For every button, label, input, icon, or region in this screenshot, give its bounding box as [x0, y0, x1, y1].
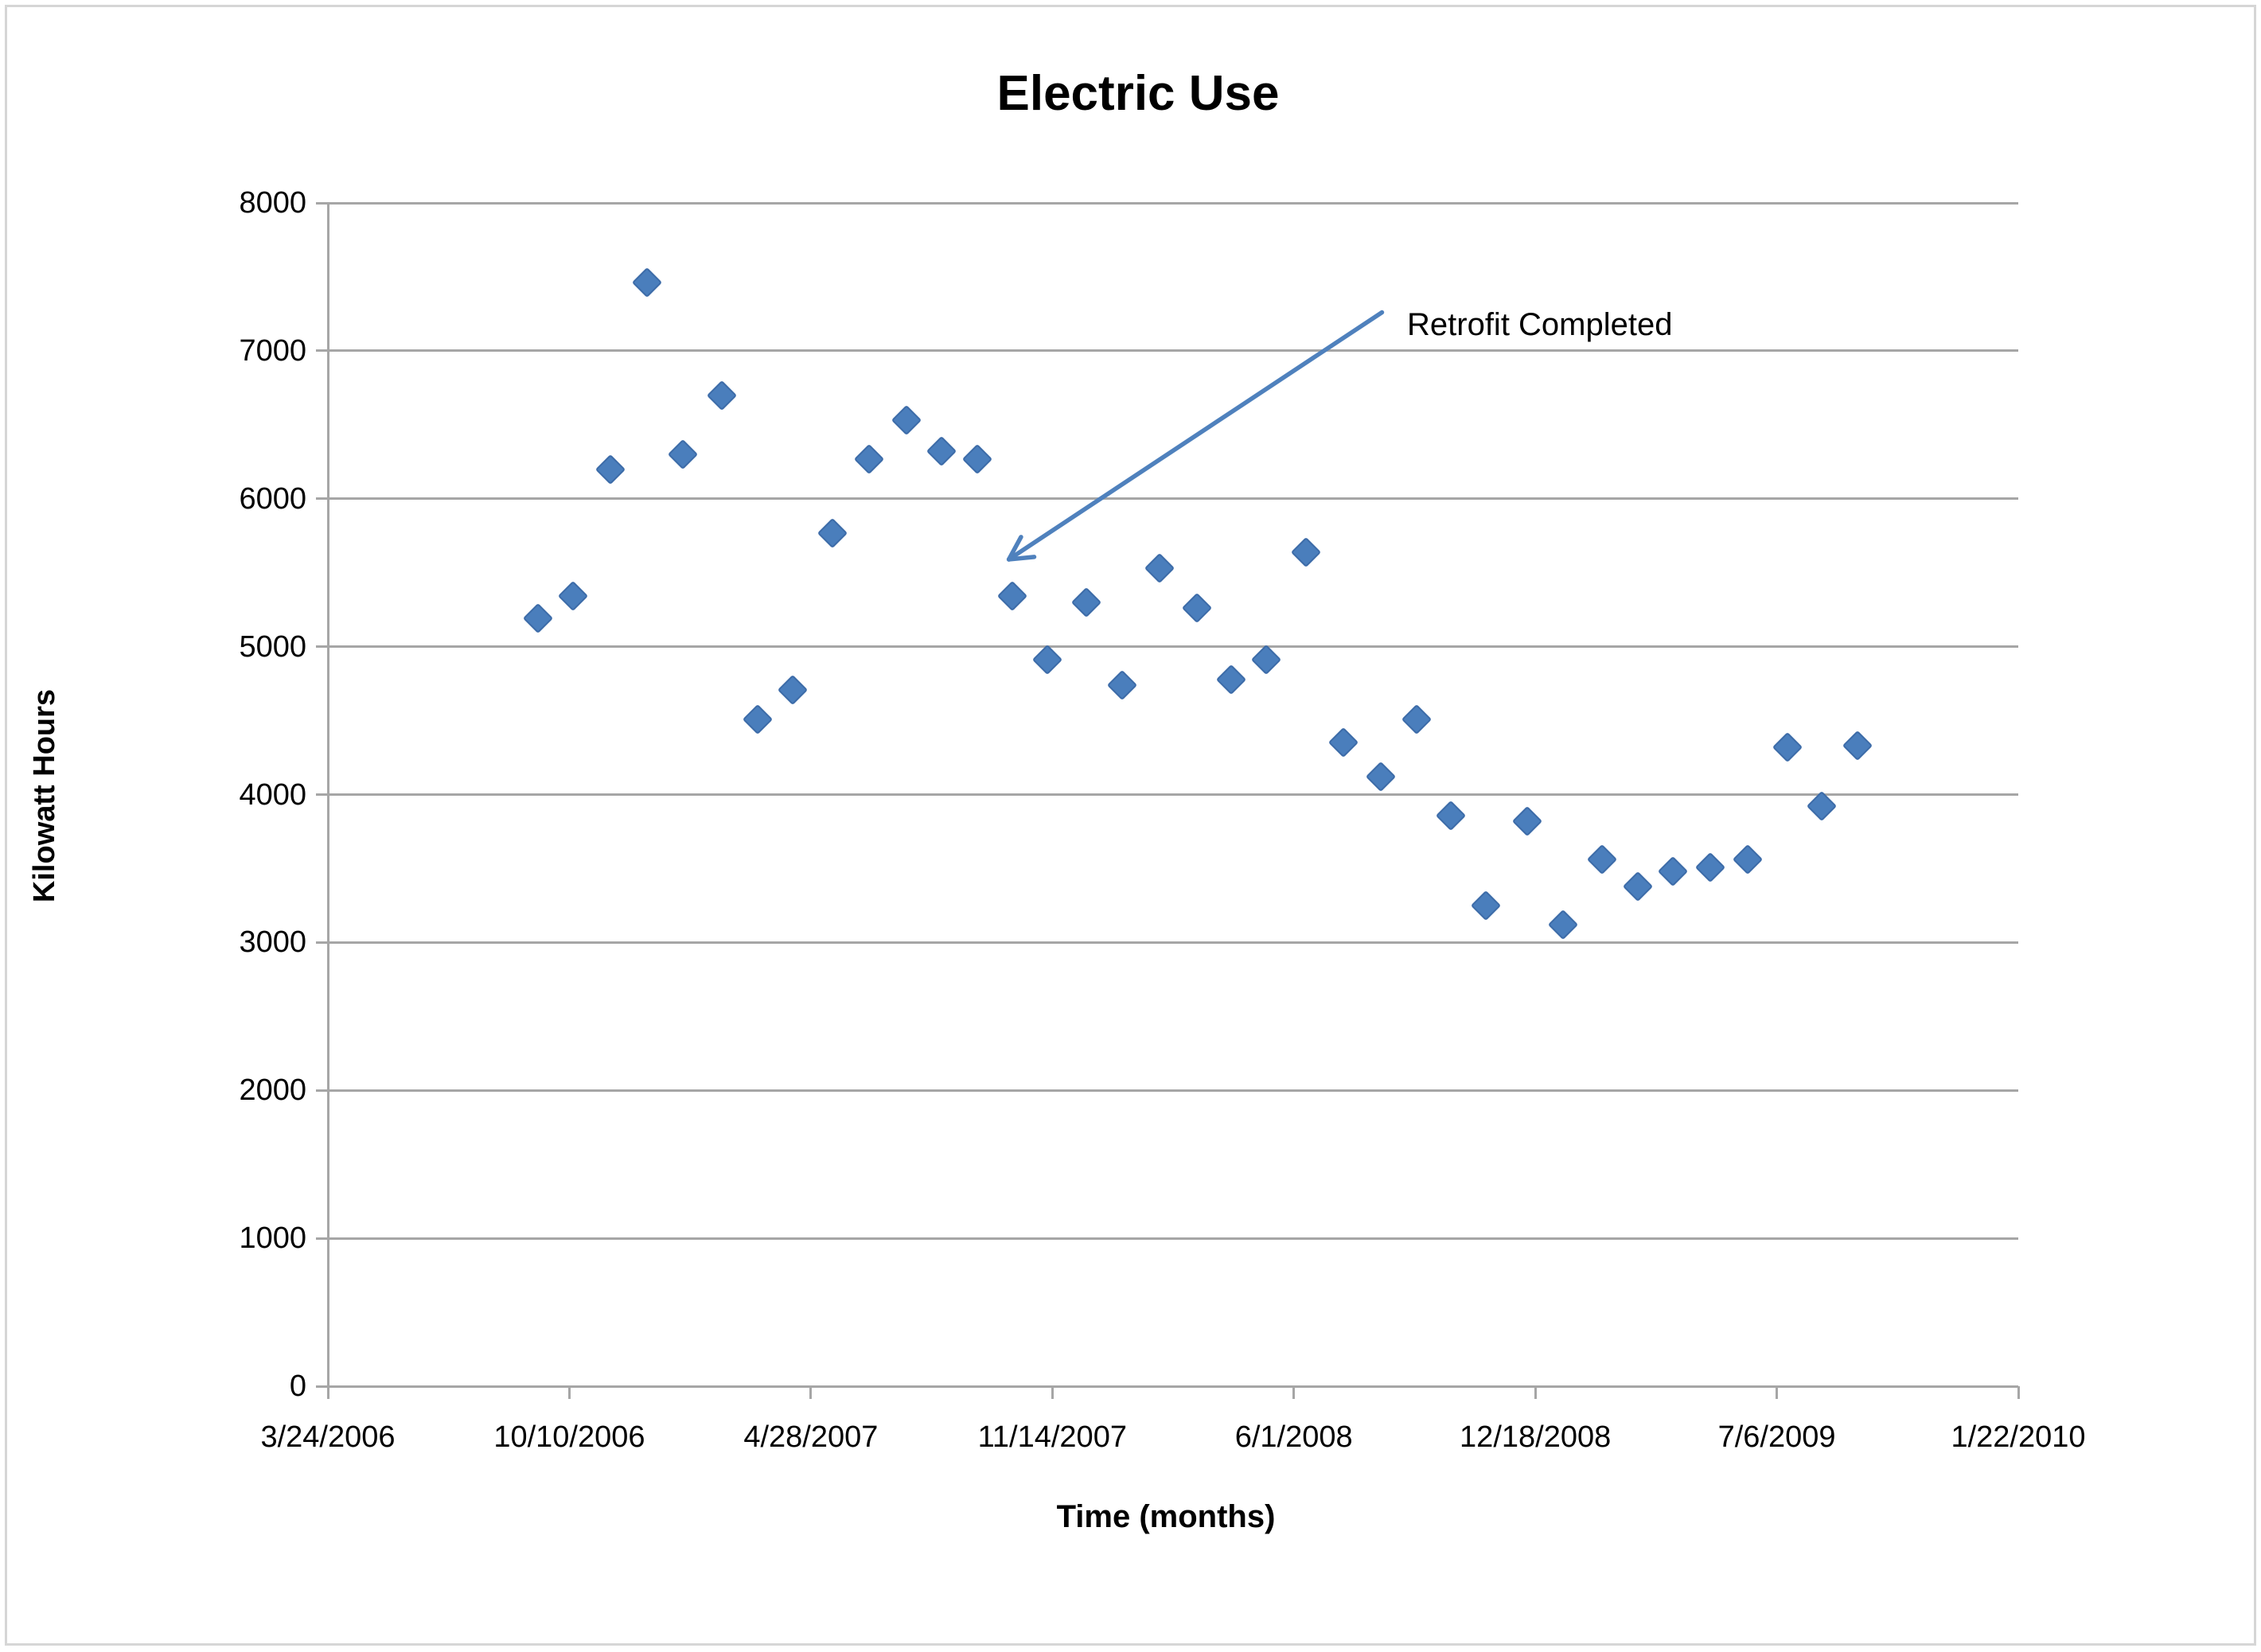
y-tick-label: 5000 [239, 629, 306, 664]
y-tick-mark [316, 1237, 328, 1240]
chart-frame [5, 5, 2256, 1646]
y-tick-label: 7000 [239, 333, 306, 368]
y-gridline [328, 349, 2018, 353]
y-tick-mark [316, 645, 328, 649]
y-tick-mark [316, 941, 328, 944]
x-tick-mark [2017, 1386, 2020, 1399]
y-tick-mark [316, 201, 328, 205]
x-tick-mark [326, 1386, 329, 1399]
y-tick-mark [316, 1089, 328, 1092]
y-tick-mark [316, 349, 328, 353]
x-tick-label: 10/10/2006 [493, 1420, 645, 1454]
y-tick-label: 4000 [239, 777, 306, 812]
y-gridline [328, 793, 2018, 796]
x-tick-label: 11/14/2007 [977, 1420, 1127, 1454]
x-tick-mark [1776, 1386, 1779, 1399]
y-gridline [328, 645, 2018, 649]
y-tick-label: 2000 [239, 1073, 306, 1108]
y-gridline [328, 941, 2018, 944]
x-tick-label: 1/22/2010 [1951, 1420, 2086, 1454]
x-tick-label: 7/6/2009 [1717, 1420, 1836, 1454]
y-tick-mark [316, 793, 328, 796]
x-tick-label: 6/1/2008 [1234, 1420, 1353, 1454]
x-axis-line [328, 1385, 2018, 1388]
y-axis-title: Kilowatt Hours [28, 688, 61, 903]
y-axis-line [326, 203, 329, 1388]
x-axis-title: Time (months) [1056, 1499, 1276, 1534]
y-tick-label: 3000 [239, 925, 306, 960]
y-gridline [328, 201, 2018, 205]
x-tick-label: 12/18/2008 [1460, 1420, 1612, 1454]
x-tick-label: 3/24/2006 [260, 1420, 396, 1454]
y-tick-label: 0 [289, 1370, 306, 1403]
y-gridline [328, 1237, 2018, 1240]
x-tick-label: 4/28/2007 [743, 1420, 879, 1454]
x-tick-mark [1534, 1386, 1537, 1399]
y-gridline [328, 497, 2018, 501]
x-tick-mark [567, 1386, 571, 1399]
chart-title: Electric Use [996, 66, 1280, 121]
y-tick-label: 1000 [239, 1221, 306, 1256]
x-tick-mark [1051, 1386, 1054, 1399]
y-tick-mark [316, 1385, 328, 1388]
x-tick-mark [809, 1386, 813, 1399]
x-tick-mark [1292, 1386, 1296, 1399]
y-tick-label: 6000 [239, 481, 306, 516]
y-tick-mark [316, 497, 328, 501]
annotation-label: Retrofit Completed [1407, 307, 1673, 342]
y-tick-label: 8000 [239, 186, 306, 220]
y-gridline [328, 1089, 2018, 1092]
